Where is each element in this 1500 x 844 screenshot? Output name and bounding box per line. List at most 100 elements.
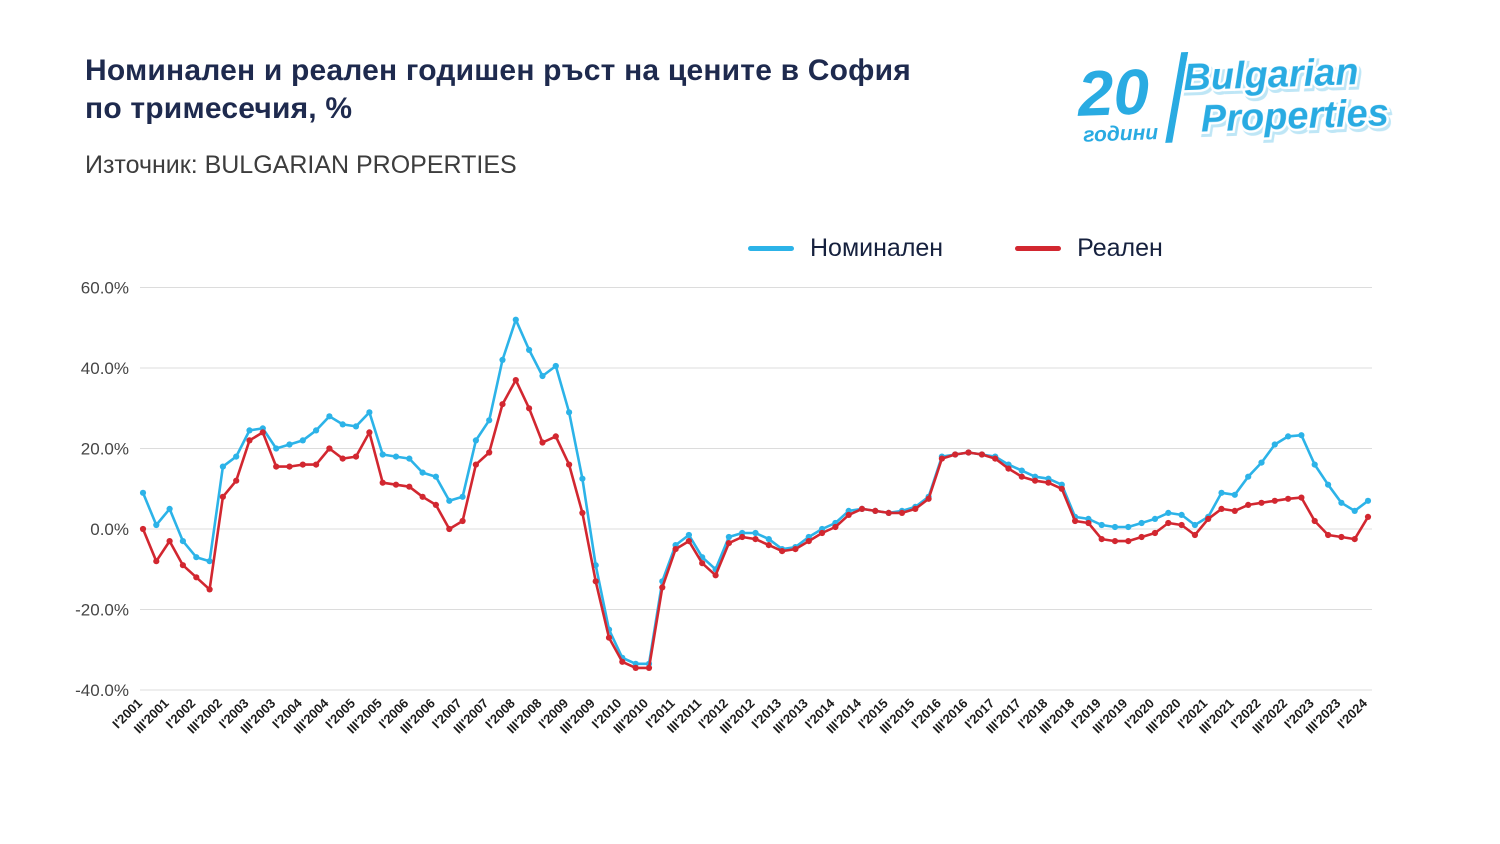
real-data-point <box>472 461 479 468</box>
real-data-point <box>752 536 759 543</box>
real-data-point <box>712 572 719 579</box>
logo-20-text: 20 <box>1076 55 1151 129</box>
y-axis-tick-label: 60.0% <box>81 279 129 298</box>
nominal-data-point <box>233 453 240 460</box>
nominal-data-point <box>512 316 519 323</box>
real-data-point <box>339 455 346 462</box>
nominal-data-point <box>1178 511 1185 518</box>
real-data-point <box>898 509 906 516</box>
real-data-point <box>699 560 706 567</box>
y-axis-tick-label: 40.0% <box>81 359 129 378</box>
nominal-data-point <box>1245 473 1252 480</box>
real-data-point <box>1032 477 1039 484</box>
nominal-data-point <box>1098 521 1105 529</box>
nominal-data-point <box>313 427 320 434</box>
nominal-data-point <box>1151 515 1159 523</box>
real-data-point <box>605 634 613 641</box>
page-title-line2: по тримесечия, % <box>85 92 353 126</box>
nominal-data-point <box>246 427 253 434</box>
real-data-point <box>1085 519 1092 527</box>
real-data-point <box>632 664 639 672</box>
real-data-point <box>645 664 653 672</box>
real-data-point <box>179 562 186 569</box>
nominal-data-point <box>1138 519 1145 527</box>
logo-brand-line2: Properties <box>1200 92 1389 141</box>
nominal-data-point <box>539 372 546 380</box>
real-data-point <box>1271 497 1278 504</box>
real-data-point <box>166 538 173 545</box>
real-data-point <box>672 546 679 553</box>
real-data-point <box>925 495 932 502</box>
nominal-data-point <box>1311 461 1318 468</box>
real-data-point <box>1058 485 1065 492</box>
real-data-point <box>579 509 586 516</box>
real-data-point <box>1351 536 1358 543</box>
real-data-point <box>1165 519 1172 527</box>
real-data-point <box>139 525 147 533</box>
real-data-point <box>526 405 533 412</box>
nominal-data-point <box>486 417 493 424</box>
real-data-point <box>1151 529 1159 537</box>
real-data-point <box>819 529 826 537</box>
nominal-data-point <box>579 475 586 482</box>
real-data-point <box>219 493 226 500</box>
logo-years-text: години <box>1083 121 1159 146</box>
real-data-point <box>619 658 626 665</box>
real-data-point <box>805 538 812 545</box>
nominal-data-point <box>1285 433 1292 440</box>
nominal-data-point <box>1364 497 1372 504</box>
nominal-data-point <box>179 538 186 545</box>
nominal-series-line <box>141 318 1370 666</box>
real-data-point <box>592 578 599 585</box>
real-data-point <box>392 481 400 488</box>
nominal-data-point <box>752 529 759 537</box>
nominal-data-point <box>1351 507 1358 514</box>
y-axis-tick-label: 0.0% <box>90 520 129 539</box>
nominal-data-point <box>366 409 373 416</box>
real-data-point <box>978 451 986 458</box>
nominal-data-point <box>392 453 400 460</box>
real-data-point <box>512 377 519 384</box>
real-data-point <box>1045 479 1052 486</box>
real-data-point <box>486 449 493 456</box>
nominal-data-point <box>193 554 200 561</box>
nominal-data-point <box>1338 499 1345 506</box>
real-data-point <box>739 533 746 541</box>
nominal-data-point <box>499 356 506 363</box>
nominal-data-point <box>566 409 573 416</box>
nominal-legend-label: Номинален <box>810 234 944 262</box>
nominal-data-point <box>286 441 293 448</box>
legend-item-real[interactable]: Реален <box>1015 234 1163 263</box>
real-data-point <box>725 540 733 547</box>
real-data-point <box>1018 473 1025 480</box>
real-data-point <box>1138 533 1145 541</box>
real-data-point <box>1231 507 1238 514</box>
title-block: Номинален и реален годишен ръст на ценит… <box>85 52 911 180</box>
real-data-point <box>792 546 799 553</box>
real-data-point <box>1191 531 1198 539</box>
real-data-point <box>1111 538 1119 545</box>
real-data-point <box>832 523 839 531</box>
nominal-data-point <box>139 489 147 496</box>
nominal-data-point <box>206 558 213 565</box>
nominal-data-point <box>459 493 466 500</box>
real-data-point <box>206 586 213 593</box>
nominal-data-point <box>379 451 386 458</box>
nominal-data-point <box>1125 523 1132 531</box>
real-data-point <box>1245 501 1252 508</box>
nominal-data-point <box>153 521 160 529</box>
real-data-point <box>938 455 946 462</box>
nominal-data-point <box>1325 481 1332 488</box>
real-data-point <box>419 493 426 500</box>
real-data-point <box>446 525 453 533</box>
real-data-point <box>406 483 413 490</box>
real-data-point <box>153 558 160 565</box>
nominal-data-point <box>406 455 413 462</box>
real-data-point <box>912 505 919 512</box>
nominal-data-point <box>472 437 479 444</box>
legend-item-nominal[interactable]: Номинален <box>748 234 943 263</box>
x-axis-tick-label: I'2024 <box>1334 695 1370 731</box>
real-data-point <box>1285 495 1292 502</box>
bulgarian-properties-logo: 20 години Bulgarian Properties <box>1076 49 1392 146</box>
